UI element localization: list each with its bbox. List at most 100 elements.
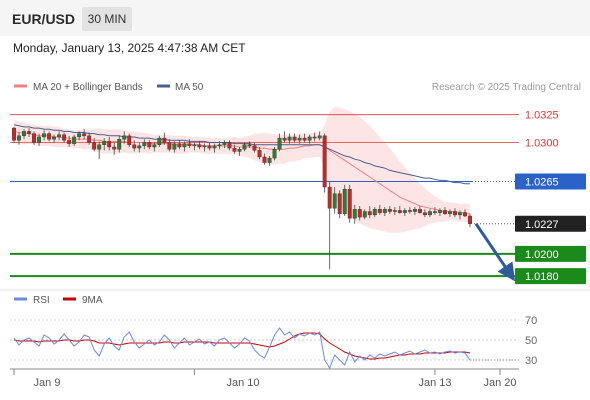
candle-body: [312, 136, 317, 139]
candle-body: [207, 145, 212, 149]
support-label: 1.0180: [525, 271, 559, 283]
rsi-line: [13, 327, 471, 370]
candle-body: [197, 144, 202, 148]
candle-body: [302, 137, 307, 141]
candle-body: [67, 140, 72, 144]
candle-body: [422, 212, 427, 216]
candle-body: [307, 136, 312, 141]
candle-body: [97, 144, 102, 150]
candle-body: [342, 189, 347, 214]
rsi-panel: 70 50 30: [10, 315, 537, 370]
candle-body: [87, 135, 92, 143]
candle-body: [327, 186, 332, 209]
support-label: 1.0200: [525, 249, 559, 261]
candle-body: [402, 210, 407, 213]
candle-body: [417, 209, 422, 213]
candle-body: [357, 209, 362, 218]
candle-body: [17, 135, 21, 141]
candle-body: [252, 145, 257, 151]
candle-body: [217, 144, 222, 147]
support-label-box: [515, 245, 586, 262]
candle-body: [407, 210, 412, 212]
candle-body: [232, 147, 237, 152]
legend-label-ma50: MA 50: [175, 82, 204, 93]
candle-body: [397, 210, 402, 213]
candle-body: [322, 135, 327, 188]
resistance-label: 1.0325: [525, 110, 559, 122]
rsi-tick-label: 30: [525, 355, 537, 367]
candle-body: [362, 211, 367, 218]
candle-body: [272, 149, 277, 159]
candle-body: [372, 209, 377, 216]
candle-body: [332, 193, 337, 209]
candle-body: [468, 215, 472, 224]
candle-body: [182, 143, 187, 148]
candle-body: [377, 209, 382, 213]
candle-body: [222, 142, 227, 145]
legend-label-9ma: 9MA: [82, 295, 103, 306]
candle-body: [382, 209, 387, 213]
candle-body: [367, 211, 372, 216]
legend-label-ma20: MA 20 + Bollinger Bands: [33, 82, 143, 93]
candle-body: [287, 136, 292, 141]
x-tick-label: Jan 20: [483, 377, 516, 389]
candle-body: [172, 143, 177, 150]
support-label-box: [515, 268, 586, 285]
candle-body: [192, 144, 197, 147]
forecast-arrow: [474, 222, 516, 282]
candle-body: [132, 144, 137, 149]
x-tick-label: Jan 13: [418, 377, 451, 389]
legend-label-rsi: RSI: [33, 295, 50, 306]
candle-body: [112, 146, 117, 150]
candle-body: [12, 127, 16, 141]
candle-body: [137, 145, 142, 149]
candle-body: [177, 143, 182, 148]
price-panel: 1.0325 1.0300 1.0265 1.0227 1.0200 1.0180: [10, 106, 586, 285]
candle-body: [282, 137, 287, 141]
pivot-label: 1.0265: [525, 176, 559, 188]
candle-body: [62, 134, 67, 141]
candle-body: [212, 145, 217, 149]
candle-body: [52, 136, 57, 140]
candle-body: [142, 142, 147, 147]
candle-body: [127, 135, 132, 145]
candle-body: [117, 138, 122, 150]
candle-body: [432, 211, 437, 213]
candle-body: [442, 210, 447, 214]
symbol-label: EUR/USD: [12, 11, 76, 27]
candle-body: [42, 133, 47, 138]
candle-body: [292, 136, 297, 141]
last-price-label: 1.0227: [525, 219, 559, 231]
candle-body: [57, 134, 62, 138]
candle-body: [387, 209, 392, 212]
candle-body: [277, 137, 282, 150]
candle-body: [227, 142, 232, 149]
candle-body: [242, 144, 247, 150]
candle-body: [463, 212, 467, 217]
candle-body: [317, 135, 322, 139]
candle-body: [82, 133, 87, 137]
candle-body: [107, 141, 112, 148]
last-price-label-box: [515, 215, 586, 232]
timeframe-button[interactable]: 30 MIN: [82, 7, 132, 31]
resistance-label: 1.0300: [525, 138, 559, 150]
x-tick-label: Jan 9: [34, 377, 61, 389]
watermark-text: Research © 2025 Trading Central: [432, 82, 581, 93]
candle-body: [37, 136, 42, 143]
pivot-label-box: [515, 173, 586, 190]
candle-body: [77, 133, 82, 138]
candle-body: [352, 209, 357, 219]
ma50-line: [13, 124, 470, 185]
candle-body: [427, 211, 432, 216]
candle-body: [27, 131, 31, 134]
candle-body: [257, 150, 262, 158]
candle-body: [47, 133, 52, 140]
datetime-label: Monday, January 13, 2025 4:47:38 AM CET: [13, 41, 246, 55]
candle-body: [32, 133, 36, 143]
candle-body: [92, 142, 97, 150]
candle-body: [167, 142, 172, 150]
rsi-tick-label: 50: [525, 335, 537, 347]
candle-body: [437, 210, 442, 213]
candle-body: [122, 135, 127, 140]
